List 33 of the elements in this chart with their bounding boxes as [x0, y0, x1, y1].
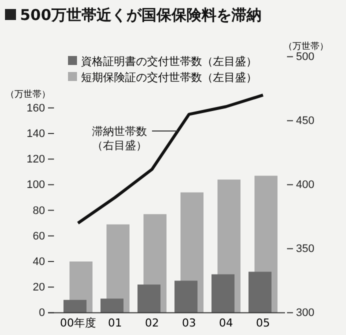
bar — [138, 284, 160, 313]
x-tick-label: 00年度 — [60, 316, 96, 330]
x-tick-label: 01 — [108, 316, 122, 330]
bar — [174, 280, 198, 313]
bar — [64, 300, 86, 313]
series-label: 滞納世帯数（右目盛） — [92, 125, 147, 152]
x-tick-label: 03 — [182, 316, 196, 330]
legend-label: 資格証明書の交付世帯数（左目盛） — [81, 55, 257, 68]
y-tick-label: 80 — [32, 204, 45, 217]
x-tick-label: 04 — [219, 316, 233, 330]
y-tick-label: 40 — [32, 256, 45, 268]
y-tick-label: 140 — [26, 128, 45, 140]
y-tick-label: 0 — [38, 307, 45, 320]
y-tick-label: 120 — [26, 154, 45, 166]
bar — [248, 272, 272, 313]
y2-tick-label: 450 — [296, 115, 314, 128]
y2-tick-label: 350 — [296, 243, 314, 256]
y2-tick-label: 400 — [296, 179, 314, 192]
y-tick-label: 100 — [26, 179, 45, 192]
y-tick-label: 60 — [32, 230, 45, 242]
y-tick-label: 160 — [26, 102, 45, 114]
x-tick-label: 02 — [145, 316, 159, 330]
y-tick-label: 20 — [32, 282, 45, 294]
line-series — [76, 94, 264, 225]
y2-tick-label: 300 — [296, 307, 314, 320]
bar — [100, 298, 124, 313]
y2-tick-label: 500 — [296, 51, 314, 64]
y-axis-title: （万世帯） — [6, 89, 50, 100]
bar — [212, 274, 234, 313]
x-tick-label: 05 — [256, 316, 270, 330]
chart-title: 500万世帯近くが国保保険料を滞納 — [20, 6, 262, 24]
y2-axis-title: （万世帯） — [284, 41, 328, 52]
legend-label: 短期保険証の交付世帯数（左目盛） — [81, 71, 257, 84]
